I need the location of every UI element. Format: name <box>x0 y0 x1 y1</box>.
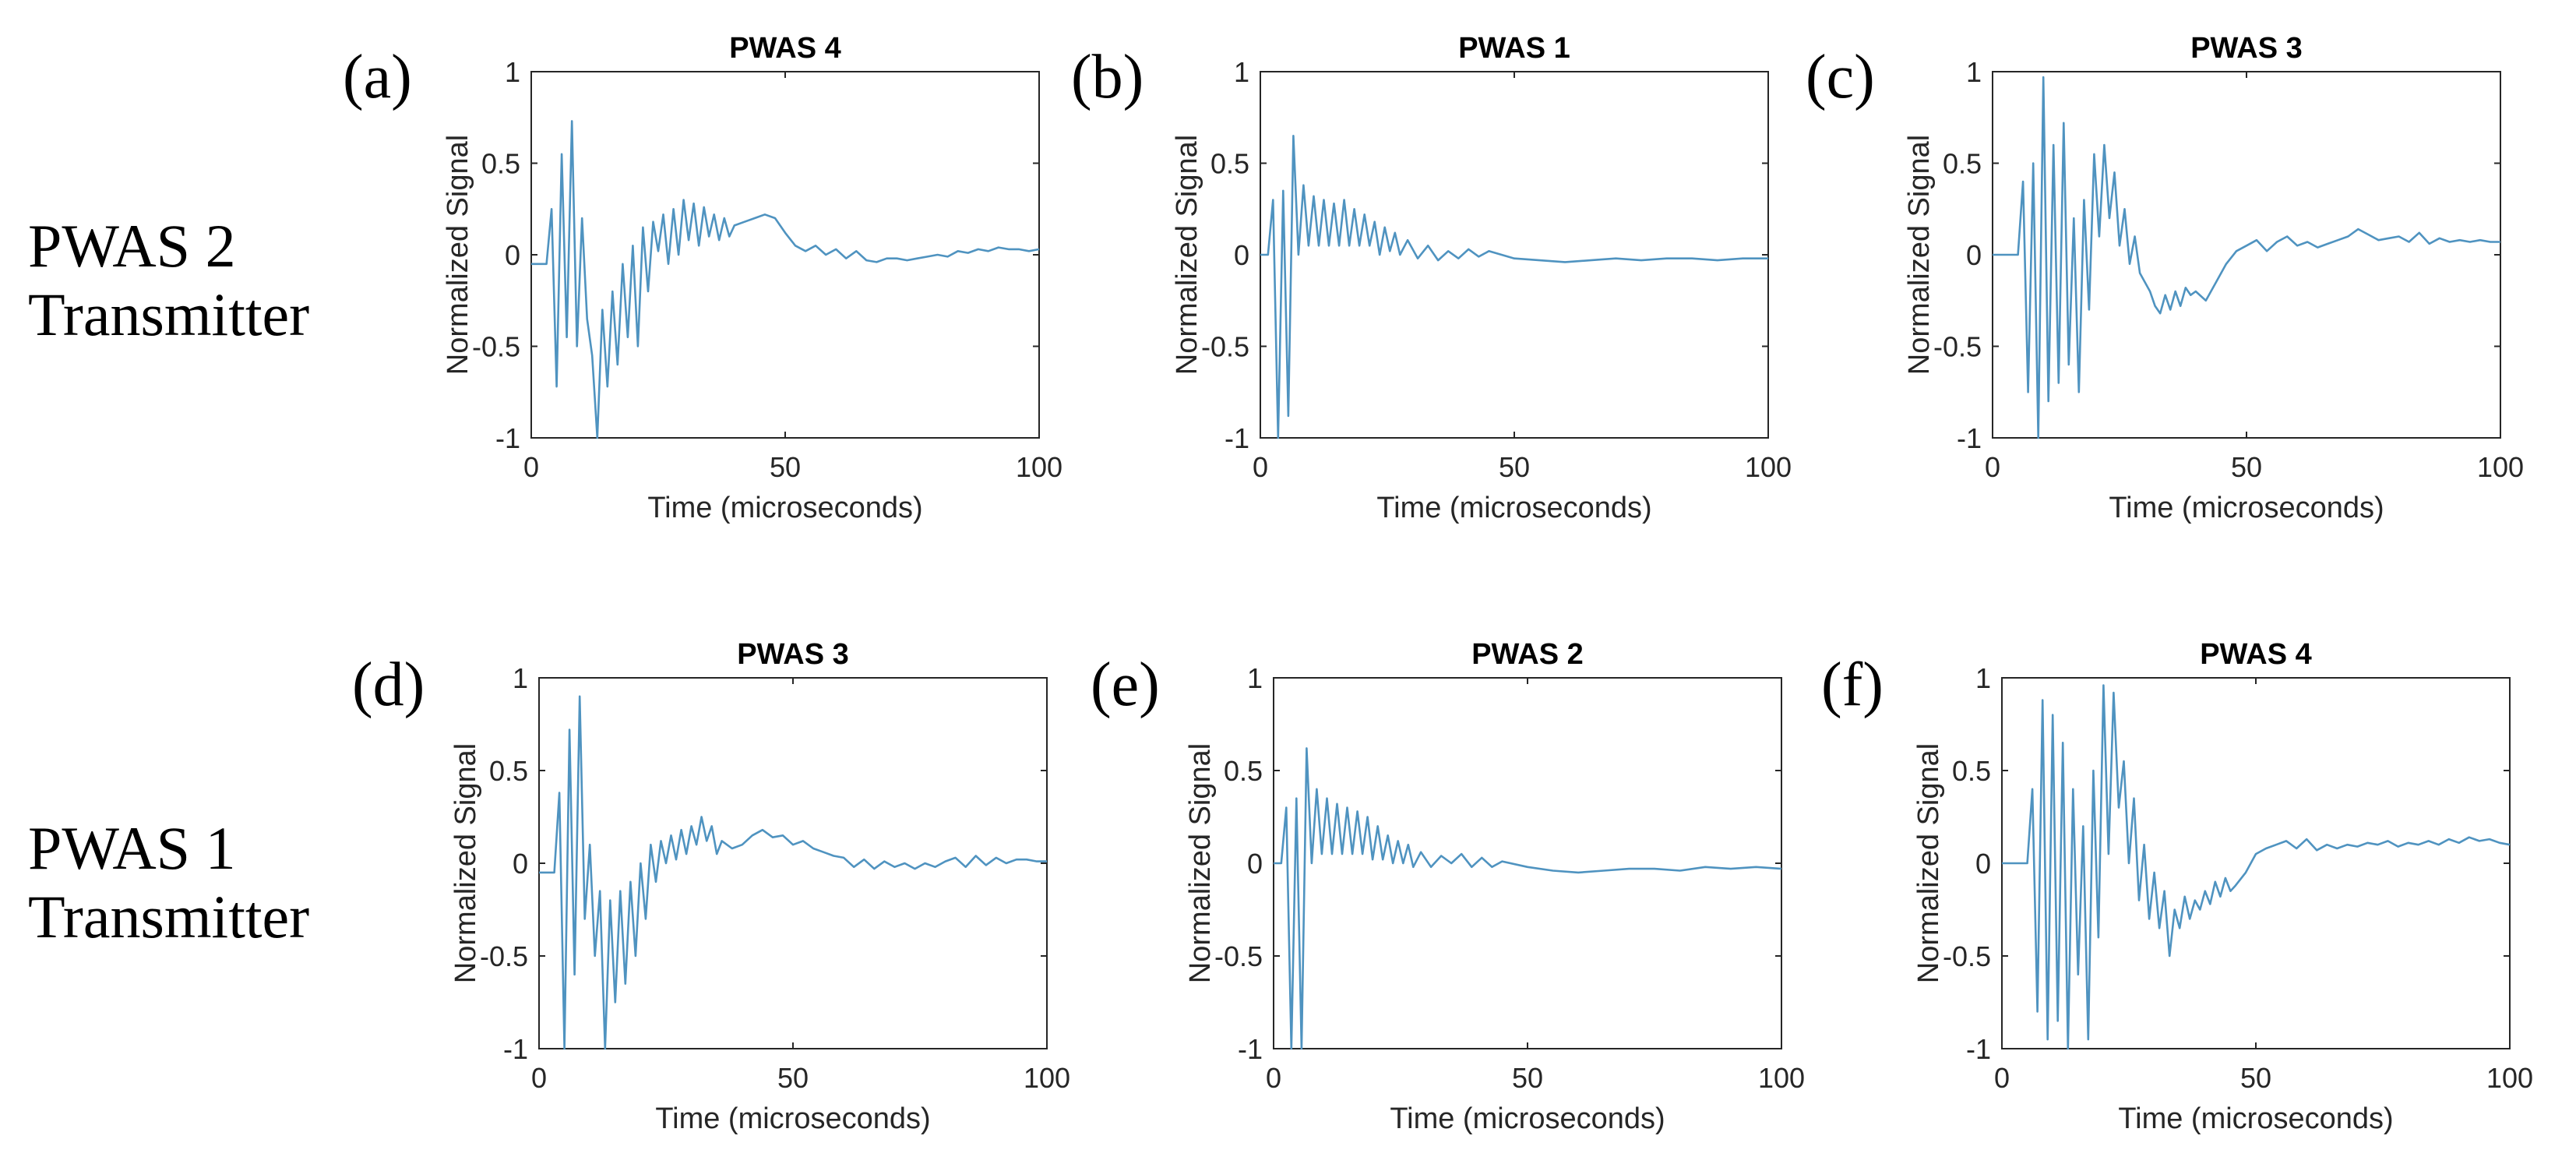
x-axis-label: Time (microseconds) <box>2118 1102 2393 1135</box>
chart-panel-6: (f) PWAS 4 -1 -0.5 0 0.5 1 0 50 100 Time (microsec… <box>1821 638 2533 1135</box>
chart-title: PWAS 4 <box>729 32 841 65</box>
chart-panel-1: (a) PWAS 4 -1 -0.5 0 0.5 1 0 50 100 Time (microsec… <box>343 32 1062 524</box>
axes-box <box>1260 71 1769 439</box>
x-tick-label: 50 <box>770 451 801 483</box>
y-tick-label: -1 <box>1966 1033 1991 1065</box>
row-label-line1: PWAS 1 <box>28 814 236 882</box>
x-tick-label: 100 <box>1745 451 1792 483</box>
y-axis-label: Normalized Signal <box>1184 743 1217 983</box>
y-tick-label: 1 <box>505 56 520 88</box>
x-tick-label: 100 <box>1016 451 1062 483</box>
y-tick-label: 0.5 <box>1943 148 1982 180</box>
row-label-pwas1-transmitter: PWAS 1 Transmitter <box>28 814 309 951</box>
y-tick-label: -0.5 <box>480 940 528 972</box>
chart-title: PWAS 4 <box>2200 638 2312 671</box>
signal-line <box>2002 684 2511 1050</box>
y-tick-label: -1 <box>1225 422 1249 454</box>
y-tick-label: -1 <box>495 422 520 454</box>
y-tick-label: 0 <box>1966 239 1982 271</box>
y-tick-label: 0.5 <box>481 148 520 180</box>
row-label-line2: Transmitter <box>28 883 310 951</box>
signal-line <box>539 695 1047 1050</box>
y-tick-label: -0.5 <box>1201 331 1249 363</box>
panel-letter: (f) <box>1821 651 1884 719</box>
row-label-line2: Transmitter <box>28 280 310 349</box>
x-tick-label: 50 <box>777 1062 809 1094</box>
panel-letter: (c) <box>1806 43 1875 111</box>
panel-letter: (e) <box>1091 651 1160 719</box>
y-tick-label: 1 <box>1234 56 1249 88</box>
y-axis-label: Normalized Signal <box>442 135 474 375</box>
y-tick-label: 0 <box>1247 848 1263 880</box>
x-tick-label: 50 <box>1512 1062 1543 1094</box>
signal-line <box>1260 135 1768 439</box>
panel-letter: (a) <box>343 43 412 111</box>
y-tick-label: -1 <box>1238 1033 1263 1065</box>
y-tick-label: 1 <box>1247 662 1263 694</box>
x-tick-label: 0 <box>1266 1062 1281 1094</box>
y-tick-label: 0 <box>505 239 520 271</box>
chart-panel-5: (e) PWAS 2 -1 -0.5 0 0.5 1 0 50 100 Time (microsec… <box>1091 638 1805 1135</box>
y-tick-label: 0 <box>513 848 528 880</box>
x-tick-label: 100 <box>2486 1062 2533 1094</box>
chart-panel-4: (d) PWAS 3 -1 -0.5 0 0.5 1 0 50 100 Time (microsec… <box>352 638 1070 1135</box>
x-tick-label: 100 <box>2477 451 2524 483</box>
y-tick-label: 0.5 <box>1952 755 1991 787</box>
x-tick-label: 50 <box>2231 451 2262 483</box>
x-axis-label: Time (microseconds) <box>1390 1102 1665 1135</box>
signal-line <box>1993 76 2500 439</box>
x-axis-label: Time (microseconds) <box>655 1102 930 1135</box>
x-tick-label: 100 <box>1758 1062 1805 1094</box>
chart-title: PWAS 2 <box>1471 638 1584 671</box>
row-label-line1: PWAS 2 <box>28 212 236 280</box>
x-tick-label: 0 <box>1253 451 1268 483</box>
y-tick-label: 0.5 <box>489 755 528 787</box>
axes-box <box>1992 71 2501 439</box>
x-tick-label: 100 <box>1024 1062 1070 1094</box>
y-tick-label: -0.5 <box>1933 331 1982 363</box>
chart-title: PWAS 3 <box>737 638 849 671</box>
x-tick-label: 0 <box>531 1062 547 1094</box>
y-axis-label: Normalized Signal <box>1912 743 1945 983</box>
y-tick-label: 0.5 <box>1210 148 1249 180</box>
chart-panel-3: (c) PWAS 3 -1 -0.5 0 0.5 1 0 50 100 Time (microsec… <box>1806 32 2524 524</box>
y-axis-label: Normalized Signal <box>1171 135 1203 375</box>
x-tick-label: 0 <box>523 451 539 483</box>
axes-box <box>1273 677 1782 1049</box>
signal-line <box>1274 747 1782 1050</box>
x-tick-label: 0 <box>1994 1062 2010 1094</box>
chart-title: PWAS 3 <box>2190 32 2303 65</box>
y-tick-label: 0 <box>1975 848 1991 880</box>
y-tick-label: 1 <box>1975 662 1991 694</box>
x-axis-label: Time (microseconds) <box>2109 492 2384 524</box>
y-tick-label: 0 <box>1234 239 1249 271</box>
y-axis-label: Normalized Signal <box>1903 135 1936 375</box>
y-tick-label: -1 <box>1957 422 1982 454</box>
panel-letter: (d) <box>352 651 425 719</box>
panel-letter: (b) <box>1071 43 1144 111</box>
y-tick-label: -0.5 <box>472 331 520 363</box>
x-axis-label: Time (microseconds) <box>1376 492 1651 524</box>
signal-line <box>531 120 1040 439</box>
x-tick-label: 0 <box>1985 451 2000 483</box>
y-tick-label: -0.5 <box>1943 940 1991 972</box>
x-tick-label: 50 <box>1499 451 1530 483</box>
axes-box <box>2001 677 2511 1049</box>
y-tick-label: 0.5 <box>1224 755 1263 787</box>
y-tick-label: -1 <box>503 1033 528 1065</box>
y-tick-label: 1 <box>1966 56 1982 88</box>
row-label-pwas2-transmitter: PWAS 2 Transmitter <box>28 212 309 349</box>
y-tick-label: -0.5 <box>1214 940 1263 972</box>
y-axis-label: Normalized Signal <box>449 743 482 983</box>
x-axis-label: Time (microseconds) <box>647 492 922 524</box>
chart-panel-2: (b) PWAS 1 -1 -0.5 0 0.5 1 0 50 100 Time (microsec… <box>1071 32 1792 524</box>
y-tick-label: 1 <box>513 662 528 694</box>
x-tick-label: 50 <box>2240 1062 2271 1094</box>
chart-title: PWAS 1 <box>1458 32 1570 65</box>
